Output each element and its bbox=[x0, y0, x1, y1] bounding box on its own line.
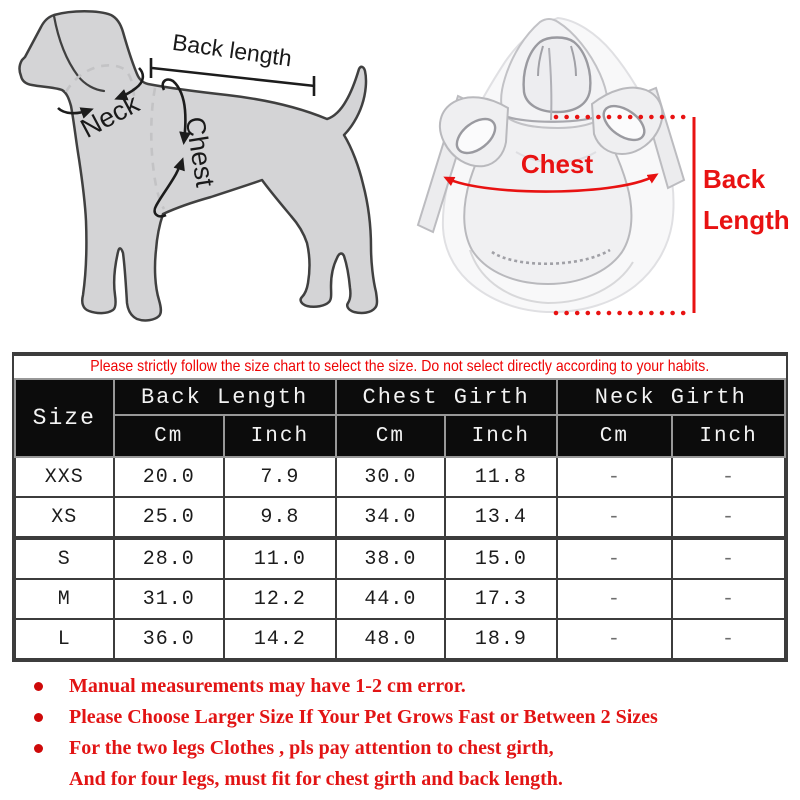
size-chart-notice: Please strictly follow the size chart to… bbox=[14, 356, 786, 378]
coat-chest-label: Chest bbox=[521, 149, 594, 179]
cell-value: - bbox=[555, 537, 674, 580]
col-header-back-length: Back Length bbox=[112, 378, 337, 416]
cell-value: - bbox=[555, 456, 674, 498]
size-chart: Please strictly follow the size chart to… bbox=[12, 352, 788, 662]
coat-skirt-line bbox=[469, 249, 634, 305]
cell-size: M bbox=[14, 578, 115, 620]
note-item: Please Choose Larger Size If Your Pet Gr… bbox=[30, 702, 780, 733]
note-text: Manual measurements may have 1-2 cm erro… bbox=[69, 675, 466, 697]
coat-hem-stitch bbox=[491, 248, 611, 266]
col-header-cm: Cm bbox=[555, 414, 674, 458]
cell-size: L bbox=[14, 618, 115, 660]
cell-value: 20.0 bbox=[112, 456, 226, 498]
dog-illustration: Back length Neck Chest bbox=[18, 10, 379, 322]
col-header-inch: Inch bbox=[223, 414, 337, 458]
chest-down-arrow-icon bbox=[161, 78, 192, 145]
bullet-icon bbox=[34, 744, 43, 753]
cell-value: - bbox=[555, 578, 674, 620]
cell-value: 48.0 bbox=[334, 618, 447, 660]
cell-value: - bbox=[555, 496, 674, 540]
col-header-inch: Inch bbox=[444, 414, 558, 458]
bullet-icon bbox=[34, 713, 43, 722]
cell-size: XXS bbox=[14, 456, 115, 498]
chest-up-arrow-icon bbox=[153, 157, 185, 218]
chest-dashed-line bbox=[149, 87, 166, 210]
header-row-units: Cm Inch Cm Inch Cm Inch bbox=[15, 414, 786, 458]
notes-list: Manual measurements may have 1-2 cm erro… bbox=[30, 671, 780, 795]
header-row-groups: Size Back Length Chest Girth Neck Girth bbox=[14, 378, 787, 458]
cell-value: 14.2 bbox=[223, 618, 337, 660]
table-row: M 31.0 12.2 44.0 17.3 - - bbox=[14, 578, 786, 620]
cell-value: 13.4 bbox=[444, 496, 558, 540]
coat-placket-line bbox=[548, 47, 553, 121]
table-row: XXS 20.0 7.9 30.0 11.8 - - bbox=[14, 456, 786, 498]
note-item: Manual measurements may have 1-2 cm erro… bbox=[30, 671, 780, 702]
table-row: S 28.0 11.0 38.0 15.0 - - bbox=[14, 537, 786, 580]
cell-value: 44.0 bbox=[334, 578, 447, 620]
cell-value: 11.0 bbox=[223, 537, 337, 580]
notice-text: Please strictly follow the size chart to… bbox=[90, 358, 710, 375]
note-item: And for four legs, must fit for chest gi… bbox=[30, 764, 780, 795]
neck-dashed-line bbox=[64, 63, 136, 100]
col-header-cm: Cm bbox=[112, 414, 226, 458]
cell-value: 25.0 bbox=[112, 496, 226, 540]
coat-drawcord-left bbox=[537, 45, 544, 77]
chest-arc-arrow-icon bbox=[443, 173, 659, 193]
coat-length-label: Length bbox=[703, 205, 790, 235]
cell-value: 36.0 bbox=[112, 618, 226, 660]
cell-value: 28.0 bbox=[112, 537, 226, 580]
col-header-inch: Inch bbox=[671, 414, 786, 458]
cell-size: XS bbox=[14, 496, 115, 540]
cell-value: 15.0 bbox=[444, 537, 558, 580]
col-header-cm: Cm bbox=[334, 414, 447, 458]
dog-back-length-label: Back length bbox=[171, 29, 294, 71]
bullet-icon bbox=[34, 682, 43, 691]
dog-silhouette bbox=[18, 10, 379, 322]
cell-value: 12.2 bbox=[223, 578, 337, 620]
cell-value: 9.8 bbox=[223, 496, 337, 540]
col-header-size: Size bbox=[14, 378, 115, 458]
cell-value: 18.9 bbox=[444, 618, 558, 660]
note-item: For the two legs Clothes , pls pay atten… bbox=[30, 733, 780, 764]
cell-value: 11.8 bbox=[444, 456, 558, 498]
coat-back-label: Back bbox=[703, 164, 766, 194]
cell-value: - bbox=[671, 496, 786, 540]
coat-right-armhole bbox=[602, 104, 646, 142]
cell-value: - bbox=[671, 618, 786, 660]
col-header-neck-girth: Neck Girth bbox=[555, 378, 787, 416]
coat-drawcord-right bbox=[570, 45, 577, 77]
cell-value: - bbox=[671, 456, 786, 498]
coat-fold-line bbox=[515, 151, 597, 164]
cell-size: S bbox=[14, 537, 115, 580]
back-length-bracket bbox=[149, 58, 316, 96]
cell-value: 31.0 bbox=[112, 578, 226, 620]
note-text: For the two legs Clothes , pls pay atten… bbox=[69, 737, 554, 759]
coat-hood-opening bbox=[522, 36, 592, 114]
measurement-diagrams: Back length Neck Chest bbox=[18, 10, 790, 322]
neck-arrow-icon bbox=[114, 67, 145, 101]
coat-left-armhole bbox=[455, 117, 497, 155]
cell-value: 17.3 bbox=[444, 578, 558, 620]
cell-value: 7.9 bbox=[223, 456, 337, 498]
note-text: And for four legs, must fit for chest gi… bbox=[69, 768, 563, 790]
cell-value: - bbox=[671, 537, 786, 580]
raincoat-illustration: Chest Back Length bbox=[416, 16, 790, 316]
col-header-chest-girth: Chest Girth bbox=[334, 378, 558, 416]
table-row: L 36.0 14.2 48.0 18.9 - - bbox=[14, 618, 786, 660]
cell-value: - bbox=[671, 578, 786, 620]
neck-girth-arrow-icon bbox=[57, 107, 94, 119]
cell-value: 38.0 bbox=[334, 537, 447, 580]
cell-value: 34.0 bbox=[334, 496, 447, 540]
note-text: Please Choose Larger Size If Your Pet Gr… bbox=[69, 706, 658, 728]
cell-value: - bbox=[555, 618, 674, 660]
table-row: XS 25.0 9.8 34.0 13.4 - - bbox=[14, 496, 786, 540]
cell-value: 30.0 bbox=[334, 456, 447, 498]
size-chart-table: Size Back Length Chest Girth Neck Girth … bbox=[14, 378, 787, 660]
